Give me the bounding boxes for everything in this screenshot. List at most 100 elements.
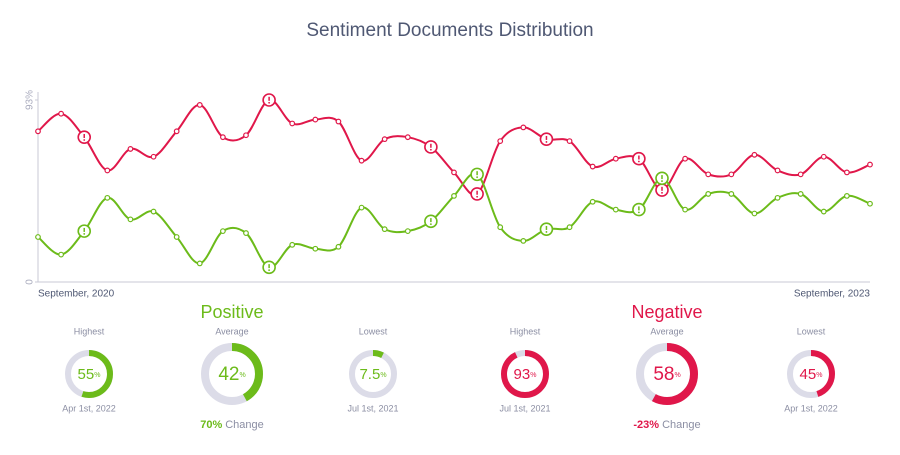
gauge-date: Apr 1st, 2022 (784, 403, 838, 413)
point (404, 228, 411, 235)
gauge-number: 7.5 (359, 366, 380, 383)
alert-icon (637, 211, 640, 214)
point (404, 134, 411, 141)
y-tick-label: 93% (25, 90, 36, 110)
change-value: -23% (633, 419, 659, 431)
point (35, 128, 41, 135)
gauge-value: 55% (78, 366, 101, 383)
point (797, 171, 804, 178)
point (682, 155, 689, 162)
gauge-arc (65, 350, 113, 398)
point (381, 226, 388, 233)
point (867, 161, 873, 168)
point (774, 167, 781, 174)
point (797, 191, 804, 197)
highlight-marker (632, 202, 646, 217)
gauge-value: 58% (653, 364, 680, 385)
point (335, 118, 342, 125)
point-marker (751, 151, 758, 158)
point-marker (196, 101, 203, 108)
group-title: Positive (200, 302, 263, 322)
point (774, 194, 781, 201)
point-marker (289, 120, 296, 127)
point-marker (127, 146, 134, 152)
point-marker (358, 204, 365, 211)
gauge-arc (501, 350, 549, 398)
point (243, 230, 249, 236)
point (843, 192, 850, 199)
point-marker (682, 155, 689, 162)
gauge-caption: Lowest (797, 326, 826, 336)
point-marker (404, 134, 411, 141)
gauge-number: 58 (653, 364, 674, 385)
point-marker (312, 116, 319, 123)
point (127, 216, 134, 223)
alert-icon (429, 148, 432, 151)
point (196, 101, 203, 108)
point (173, 128, 180, 135)
point-marker (751, 210, 758, 217)
point-marker (381, 136, 388, 143)
point-marker (150, 153, 157, 160)
point-marker (566, 224, 573, 231)
gauge-caption: Average (650, 326, 683, 336)
point-marker (58, 251, 65, 258)
point-marker (566, 138, 573, 144)
y-tick-label: 0 (25, 279, 36, 285)
point (312, 245, 319, 252)
line (37, 99, 871, 196)
point (289, 120, 296, 127)
gauge-unit: % (239, 372, 245, 379)
point (705, 171, 712, 178)
point (820, 153, 827, 160)
point (289, 241, 296, 248)
point (312, 116, 319, 123)
point-marker (243, 132, 249, 139)
group-title: Negative (631, 302, 702, 322)
point (820, 208, 827, 215)
highlight-marker (470, 167, 484, 182)
alert-icon (268, 101, 271, 104)
gauge-unit: % (674, 372, 680, 379)
point (612, 155, 619, 162)
highlight-marker (262, 93, 276, 107)
point-marker (682, 206, 689, 213)
point (219, 134, 226, 141)
gauge-unit: % (94, 372, 100, 379)
point (728, 191, 735, 197)
point-marker (867, 161, 873, 168)
point (566, 224, 573, 231)
gauge-number: 42 (218, 364, 239, 385)
point-marker (451, 169, 457, 176)
highlight-marker (77, 130, 92, 144)
point (589, 198, 596, 205)
gauge-arc (636, 343, 698, 405)
point (843, 169, 850, 176)
highlight-marker (655, 171, 669, 186)
change-caption: Change (662, 419, 701, 431)
alert-icon (476, 176, 479, 179)
point-marker (196, 260, 203, 267)
x-tick-label: September, 2023 (794, 289, 871, 300)
point (335, 243, 342, 250)
gauge-number: 93 (514, 366, 531, 383)
point (219, 228, 226, 235)
point-marker (335, 243, 342, 250)
alert-icon (476, 195, 479, 198)
point-marker (820, 208, 827, 215)
point-marker (451, 192, 457, 199)
point-marker (589, 198, 596, 205)
alert-icon (545, 141, 548, 143)
point-marker (173, 128, 180, 135)
point-marker (35, 234, 41, 240)
highlight-marker (655, 183, 669, 197)
alert-icon (545, 231, 548, 233)
point (451, 169, 457, 176)
gauge-number: 55 (78, 366, 95, 383)
point (520, 238, 527, 244)
point (35, 234, 41, 240)
point (127, 146, 134, 152)
point (451, 192, 457, 199)
point (497, 224, 504, 231)
